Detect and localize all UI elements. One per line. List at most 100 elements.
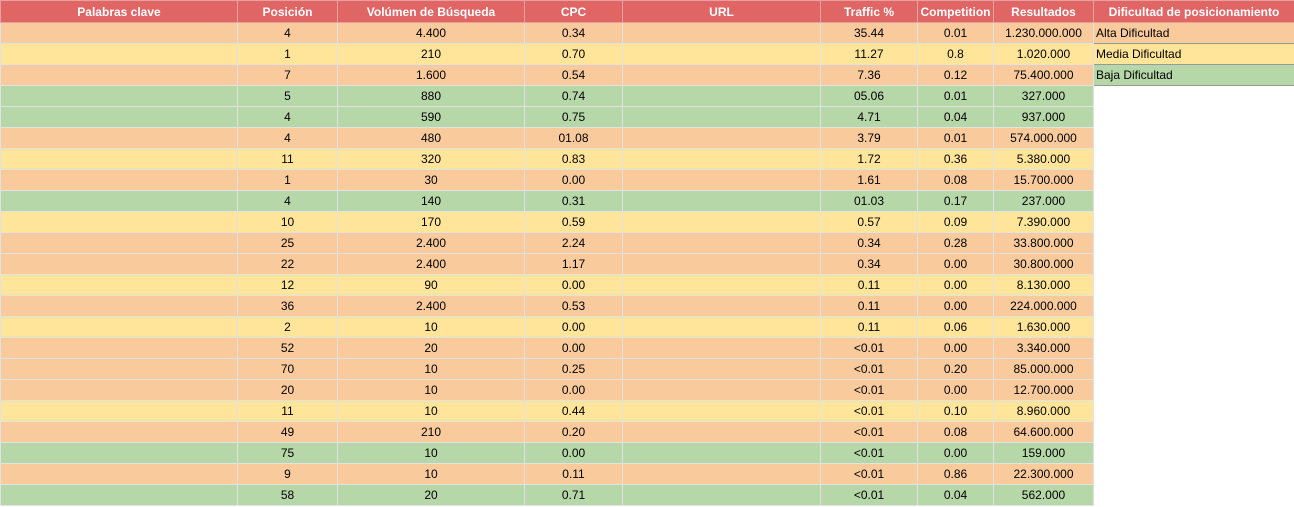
table-cell: 0.04	[917, 484, 994, 506]
table-cell: <0.01	[820, 358, 918, 380]
table-row: 49 210 0.20 <0.01 0.08 64.600.000	[0, 421, 1294, 443]
table-cell	[622, 148, 821, 170]
table-cell: 1.020.000	[993, 43, 1094, 65]
table-cell: 12	[237, 274, 338, 296]
empty-cell	[1093, 253, 1294, 275]
table-cell: 7.390.000	[993, 211, 1094, 233]
table-cell: 05.06	[820, 85, 918, 107]
table-cell: 0.86	[917, 463, 994, 485]
table-cell: 0.00	[917, 442, 994, 464]
table-cell: 1.72	[820, 148, 918, 170]
table-row: 22 2.400 1.17 0.34 0.00 30.800.000	[0, 253, 1294, 275]
table-cell: 0.06	[917, 316, 994, 338]
table-cell: 75	[237, 442, 338, 464]
table-cell: 11	[237, 148, 338, 170]
table-cell: 0.00	[524, 337, 623, 359]
table-cell	[622, 106, 821, 128]
table-cell: 0.11	[820, 316, 918, 338]
table-cell: 20	[337, 484, 525, 506]
table-cell: 20	[337, 337, 525, 359]
column-header: Dificultad de posicionamiento	[1093, 0, 1294, 23]
table-cell: 0.00	[524, 169, 623, 191]
table-cell	[0, 253, 238, 275]
table-cell: 0.74	[524, 85, 623, 107]
table-cell: 0.34	[524, 22, 623, 44]
table-cell	[0, 211, 238, 233]
table-cell: 0.04	[917, 106, 994, 128]
table-row: 70 10 0.25 <0.01 0.20 85.000.000	[0, 358, 1294, 380]
table-cell: 0.8	[917, 43, 994, 65]
table-cell: 210	[337, 421, 525, 443]
empty-cell	[1093, 442, 1294, 464]
table-cell: 0.44	[524, 400, 623, 422]
table-cell: 0.34	[820, 253, 918, 275]
empty-cell	[1093, 106, 1294, 128]
table-row: 36 2.400 0.53 0.11 0.00 224.000.000	[0, 295, 1294, 317]
table-cell: 210	[337, 43, 525, 65]
table-cell: 0.20	[917, 358, 994, 380]
table-cell: <0.01	[820, 337, 918, 359]
table-row: 75 10 0.00 <0.01 0.00 159.000	[0, 442, 1294, 464]
table-row: 10 170 0.59 0.57 0.09 7.390.000	[0, 211, 1294, 233]
table-cell: 2.400	[337, 232, 525, 254]
table-cell: <0.01	[820, 442, 918, 464]
table-cell: 1	[237, 43, 338, 65]
table-cell: 01.03	[820, 190, 918, 212]
table-row: 1 30 0.00 1.61 0.08 15.700.000	[0, 169, 1294, 191]
table-cell: <0.01	[820, 379, 918, 401]
table-cell: 1.230.000.000	[993, 22, 1094, 44]
table-cell	[622, 316, 821, 338]
table-cell: 30.800.000	[993, 253, 1094, 275]
table-cell: 0.10	[917, 400, 994, 422]
empty-cell	[1093, 232, 1294, 254]
table-cell	[622, 169, 821, 191]
table-cell: 4	[237, 22, 338, 44]
table-cell	[0, 400, 238, 422]
table-row: 25 2.400 2.24 0.34 0.28 33.800.000	[0, 232, 1294, 254]
table-cell	[0, 127, 238, 149]
table-cell	[622, 85, 821, 107]
empty-cell	[1093, 190, 1294, 212]
table-cell	[622, 190, 821, 212]
table-cell: 140	[337, 190, 525, 212]
table-cell: 0.00	[524, 442, 623, 464]
table-cell: 2.24	[524, 232, 623, 254]
table-cell: 0.00	[917, 337, 994, 359]
table-cell	[622, 421, 821, 443]
table-cell: 2.400	[337, 253, 525, 275]
table-cell: 22	[237, 253, 338, 275]
table-cell	[0, 148, 238, 170]
table-cell	[0, 43, 238, 65]
table-cell: 574.000.000	[993, 127, 1094, 149]
table-cell	[622, 442, 821, 464]
column-header: Posición	[237, 0, 338, 23]
empty-cell	[1093, 148, 1294, 170]
table-cell: 4.71	[820, 106, 918, 128]
table-cell: 0.71	[524, 484, 623, 506]
table-cell	[0, 442, 238, 464]
table-cell: 75.400.000	[993, 64, 1094, 86]
column-header: Palabras clave	[0, 0, 238, 23]
table-cell	[622, 379, 821, 401]
table-cell: 0.75	[524, 106, 623, 128]
table-cell: 0.83	[524, 148, 623, 170]
table-cell: 58	[237, 484, 338, 506]
table-cell	[0, 421, 238, 443]
table-cell: 0.11	[524, 463, 623, 485]
table-row: 4 590 0.75 4.71 0.04 937.000	[0, 106, 1294, 128]
table-row: 4 140 0.31 01.03 0.17 237.000	[0, 190, 1294, 212]
table-row: 5 880 0.74 05.06 0.01 327.000	[0, 85, 1294, 107]
column-header: Resultados	[993, 0, 1094, 23]
table-row: 2 10 0.00 0.11 0.06 1.630.000	[0, 316, 1294, 338]
empty-cell	[1093, 484, 1294, 506]
empty-cell	[1093, 463, 1294, 485]
table-row: 52 20 0.00 <0.01 0.00 3.340.000	[0, 337, 1294, 359]
table-cell: 0.08	[917, 421, 994, 443]
table-cell	[622, 463, 821, 485]
table-cell: 0.25	[524, 358, 623, 380]
table-cell	[0, 106, 238, 128]
table-cell: 10	[337, 379, 525, 401]
table-cell: 5	[237, 85, 338, 107]
